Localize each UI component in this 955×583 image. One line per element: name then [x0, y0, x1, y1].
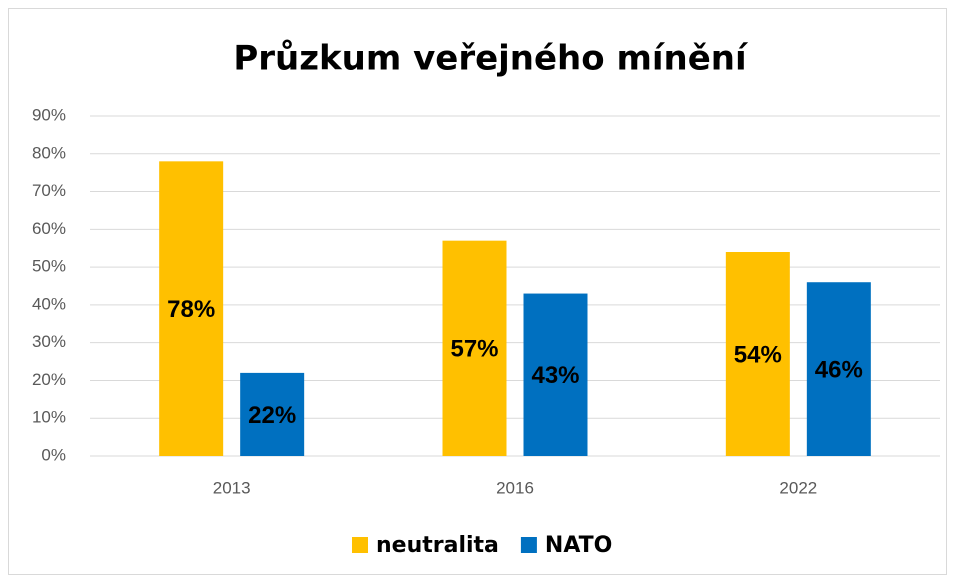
y-tick-label: 10%: [32, 408, 66, 427]
value-label: 54%: [734, 341, 782, 368]
legend-swatch: [352, 537, 368, 553]
value-label: 46%: [815, 356, 863, 383]
bar: [725, 252, 790, 456]
legend-label: neutralita: [376, 533, 499, 558]
x-tick-label: 2013: [213, 478, 251, 497]
value-label: 57%: [450, 336, 498, 363]
y-tick-label: 30%: [32, 332, 66, 351]
y-tick-label: 0%: [41, 445, 66, 464]
legend-swatch: [520, 537, 537, 553]
legend-label: NATO: [545, 533, 612, 558]
y-tick-label: 20%: [32, 370, 66, 389]
bar: [523, 293, 588, 456]
value-label: 43%: [531, 362, 579, 389]
bar: [442, 240, 507, 456]
value-label: 22%: [248, 402, 296, 429]
y-tick-label: 90%: [32, 105, 66, 124]
bar: [159, 161, 224, 457]
y-tick-label: 80%: [32, 143, 66, 162]
x-tick-label: 2016: [496, 478, 534, 497]
y-tick-label: 50%: [32, 257, 66, 276]
bar: [806, 282, 871, 456]
value-label: 78%: [167, 296, 215, 323]
y-tick-label: 60%: [32, 219, 66, 238]
x-tick-label: 2022: [779, 478, 817, 497]
y-tick-label: 70%: [32, 181, 66, 200]
bar: [240, 372, 305, 456]
y-tick-label: 40%: [32, 294, 66, 313]
chart-title: Průzkum veřejného mínění: [233, 39, 749, 79]
